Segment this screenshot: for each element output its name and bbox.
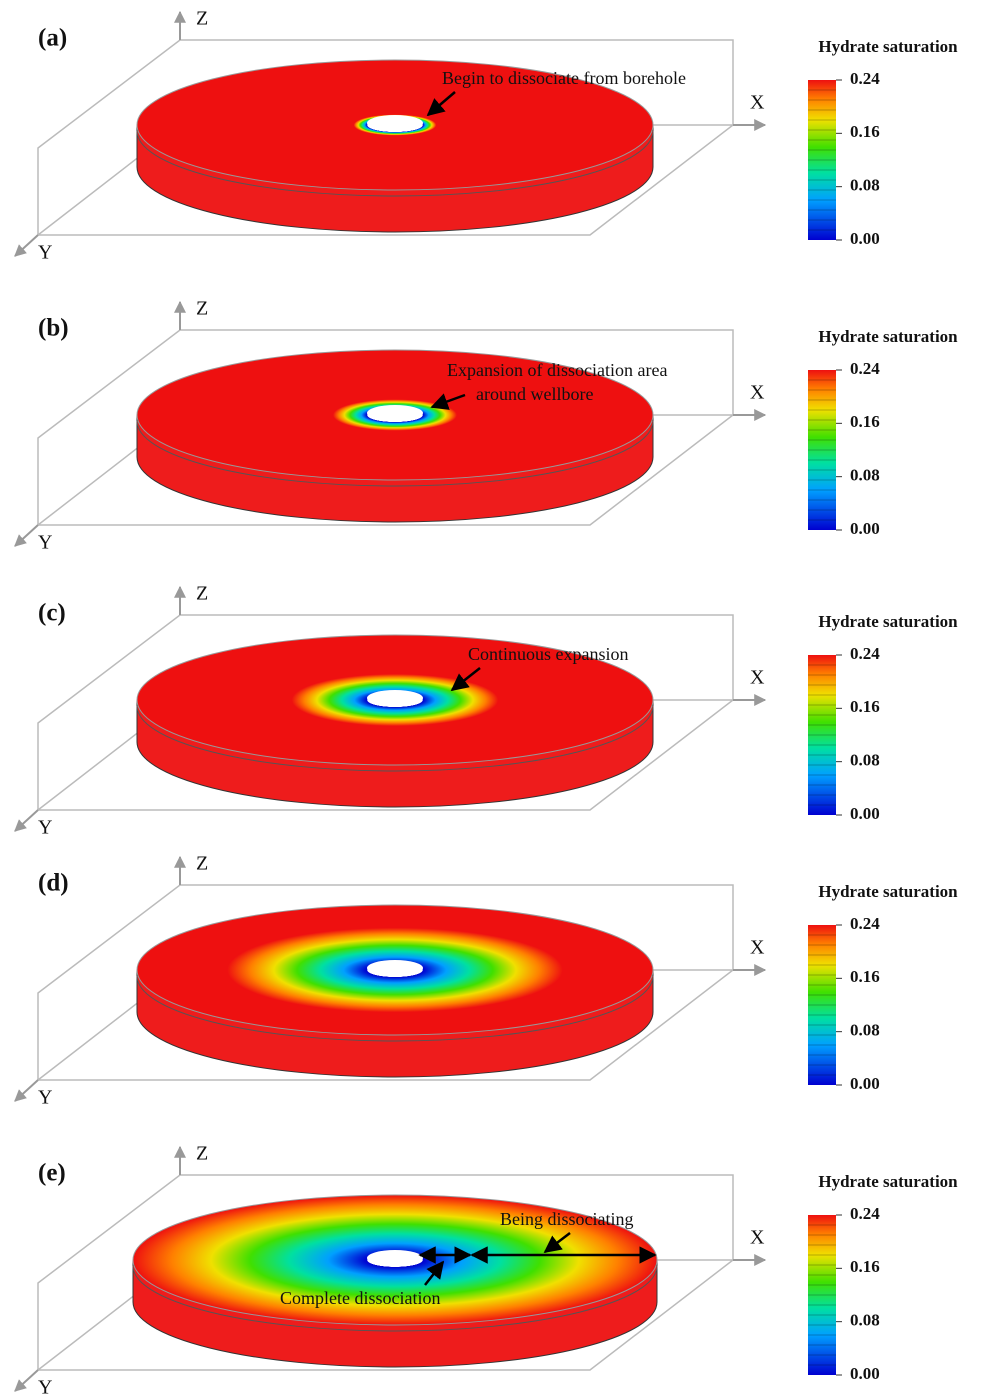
colorbar-title: Hydrate saturation xyxy=(818,327,958,346)
colorbar-tick-label: 0.08 xyxy=(850,1021,880,1040)
y-axis xyxy=(14,234,39,257)
colorbar-tick-label: 0.16 xyxy=(850,1257,880,1276)
z-label: Z xyxy=(196,583,208,605)
borehole xyxy=(367,115,423,131)
x-label: X xyxy=(750,937,765,959)
disk-edge xyxy=(136,705,654,772)
borehole xyxy=(367,690,423,706)
disk-edge xyxy=(136,975,654,1042)
colorbar-tick-label: 0.08 xyxy=(850,1311,880,1330)
annotation-arrow xyxy=(450,667,481,692)
colorbar-tick-label: 0.16 xyxy=(850,697,880,716)
colorbar-tick-label: 0.24 xyxy=(850,69,880,88)
colorbar-tick-label: 0.08 xyxy=(850,466,880,485)
y-label: Y xyxy=(38,532,52,554)
y-label: Y xyxy=(38,817,52,839)
colorbar xyxy=(808,80,836,240)
colorbar-tick-label: 0.24 xyxy=(850,1204,880,1223)
y-axis xyxy=(14,1369,39,1392)
colorbar-tick-label: 0.00 xyxy=(850,229,880,248)
annotation-arrow xyxy=(430,393,466,410)
colorbar-title: Hydrate saturation xyxy=(818,37,958,56)
borehole xyxy=(367,960,423,976)
colorbar-tick-label: 0.24 xyxy=(850,359,880,378)
panel-label: (b) xyxy=(38,315,69,342)
colorbar xyxy=(808,1215,836,1375)
borehole xyxy=(367,405,423,421)
z-label: Z xyxy=(196,1143,208,1165)
panel-label: (c) xyxy=(38,600,66,627)
z-label: Z xyxy=(196,8,208,30)
annotation: Continuous expansion xyxy=(468,644,629,664)
annotation: Expansion of dissociation area xyxy=(447,360,667,380)
y-label: Y xyxy=(38,242,52,264)
disk-edge xyxy=(136,130,654,197)
annotation: Being dissociating xyxy=(500,1209,634,1229)
colorbar-tick-label: 0.00 xyxy=(850,519,880,538)
colorbar-title: Hydrate saturation xyxy=(818,882,958,901)
colorbar-tick-label: 0.24 xyxy=(850,644,880,663)
annotation: Begin to dissociate from borehole xyxy=(442,68,686,88)
x-label: X xyxy=(750,382,765,404)
panel: (b) Z X Y Expansion of dissociation area arou… xyxy=(14,298,958,554)
colorbar xyxy=(808,925,836,1085)
colorbar xyxy=(808,370,836,530)
colorbar-tick-label: 0.00 xyxy=(850,804,880,823)
colorbar-tick-label: 0.00 xyxy=(850,1364,880,1383)
colorbar-tick-label: 0.24 xyxy=(850,914,880,933)
y-axis xyxy=(14,1079,39,1102)
colorbar-tick-label: 0.08 xyxy=(850,176,880,195)
colorbar-title: Hydrate saturation xyxy=(818,1172,958,1191)
colorbar-tick-label: 0.08 xyxy=(850,751,880,770)
z-label: Z xyxy=(196,298,208,320)
colorbar-tick-label: 0.16 xyxy=(850,412,880,431)
panel-label: (d) xyxy=(38,870,69,897)
disk-edge xyxy=(132,1265,658,1332)
borehole xyxy=(367,1250,423,1266)
y-axis xyxy=(14,524,39,547)
panel: (a) Z X Y Begin to dissociate from borehole H… xyxy=(14,8,958,264)
colorbar-title: Hydrate saturation xyxy=(818,612,958,631)
annotation-arrow xyxy=(424,1260,445,1286)
colorbar-tick-label: 0.00 xyxy=(850,1074,880,1093)
annotation-arrow xyxy=(543,1232,571,1254)
y-label: Y xyxy=(38,1377,52,1398)
colorbar-tick-label: 0.16 xyxy=(850,122,880,141)
annotation: around wellbore xyxy=(476,384,593,404)
panel: (d) Z X Y Hydrate saturation 0.24 0.16 0.08 0.00 xyxy=(14,853,958,1109)
y-label: Y xyxy=(38,1087,52,1109)
panel: (e) Z X Y Being dissociating Complete dissoci… xyxy=(14,1143,958,1398)
x-label: X xyxy=(750,1227,765,1249)
disk-edge xyxy=(136,420,654,487)
colorbar-tick-label: 0.16 xyxy=(850,967,880,986)
panel: (c) Z X Y Continuous expansion Hydrate satura… xyxy=(14,583,958,839)
x-label: X xyxy=(750,667,765,689)
y-axis xyxy=(14,809,39,832)
z-label: Z xyxy=(196,853,208,875)
panel-label: (e) xyxy=(38,1160,66,1187)
annotation: Complete dissociation xyxy=(280,1288,440,1308)
annotation-arrow xyxy=(426,91,456,117)
x-label: X xyxy=(750,92,765,114)
panel-label: (a) xyxy=(38,25,67,52)
colorbar xyxy=(808,655,836,815)
